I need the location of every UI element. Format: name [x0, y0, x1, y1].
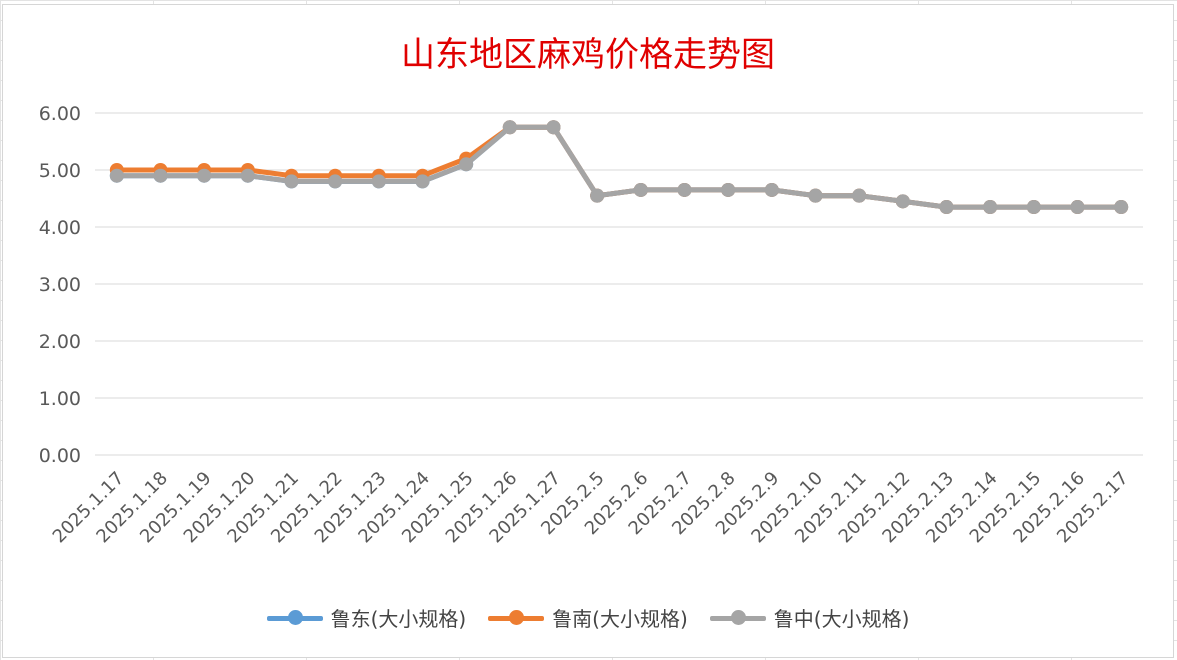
y-tick-label: 6.00	[39, 103, 81, 125]
data-point	[590, 188, 605, 203]
data-point	[983, 200, 998, 215]
chart-legend: 鲁东(大小规格) 鲁南(大小规格) 鲁中(大小规格)	[3, 603, 1173, 632]
y-tick-label: 0.00	[39, 445, 81, 467]
legend-marker	[730, 609, 746, 625]
legend-item: 鲁南(大小规格)	[488, 603, 688, 632]
y-tick-label: 3.00	[39, 274, 81, 296]
data-point	[546, 120, 561, 135]
data-point	[240, 168, 255, 183]
data-point	[328, 174, 343, 189]
legend-label: 鲁东(大小规格)	[330, 607, 467, 631]
data-point	[1070, 200, 1085, 215]
data-point	[677, 182, 692, 197]
data-point	[197, 168, 212, 183]
data-point	[633, 182, 648, 197]
data-point	[1114, 200, 1129, 215]
data-point	[939, 200, 954, 215]
legend-swatch	[709, 609, 766, 627]
data-point	[808, 188, 823, 203]
chart-title: 山东地区麻鸡价格走势图	[401, 35, 775, 75]
data-point	[284, 174, 299, 189]
y-tick-label: 4.00	[39, 217, 81, 239]
legend-marker	[287, 609, 303, 625]
y-tick-label: 5.00	[39, 160, 81, 182]
data-point	[502, 120, 517, 135]
data-point	[109, 168, 124, 183]
legend-swatch	[266, 609, 323, 627]
legend-marker	[509, 609, 525, 625]
y-tick-label: 1.00	[39, 388, 81, 410]
line-chart: 0.001.002.003.004.005.006.002025.1.17202…	[39, 103, 1143, 547]
data-point	[1026, 200, 1041, 215]
data-point	[459, 157, 474, 172]
legend-item: 鲁中(大小规格)	[709, 603, 910, 632]
data-point	[764, 182, 779, 197]
legend-label: 鲁南(大小规格)	[552, 607, 688, 631]
data-point	[415, 174, 430, 189]
legend-swatch	[488, 609, 545, 627]
data-point	[721, 182, 736, 197]
chart-area[interactable]: 山东地区麻鸡价格走势图 0.00 1.00 2.00 3.00 4.00 5.00 6.00…	[2, 4, 1174, 658]
data-point	[153, 168, 168, 183]
series-line-3	[114, 124, 1124, 210]
data-point	[895, 194, 910, 209]
data-point	[371, 174, 386, 189]
legend-item: 鲁东(大小规格)	[266, 603, 467, 632]
y-tick-label: 2.00	[39, 331, 81, 353]
data-point	[852, 188, 867, 203]
legend-label: 鲁中(大小规格)	[773, 607, 910, 631]
